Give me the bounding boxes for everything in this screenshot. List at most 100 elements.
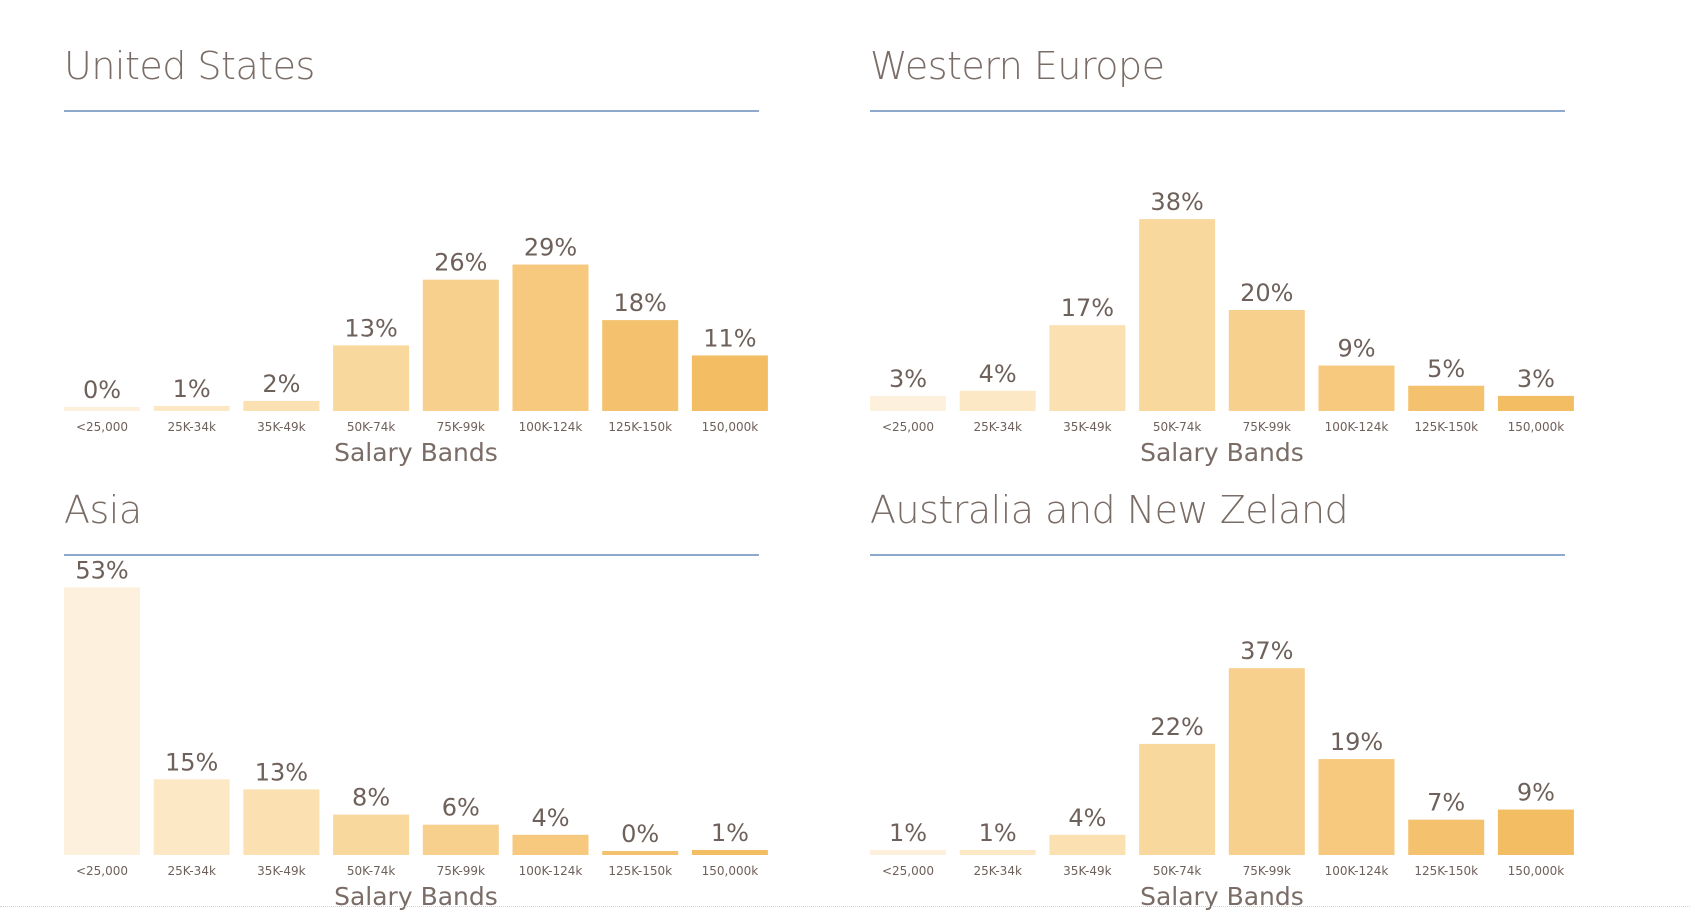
data-label: 3%: [889, 365, 927, 393]
bar-chart: 0% <25,000 1% 25K-34k 2% 35K-49k 13% 50K-74k 26%…: [64, 234, 768, 467]
bar: [1318, 759, 1395, 855]
data-label: 0%: [621, 820, 659, 848]
x-tick-label: 50K-74k: [1153, 420, 1201, 434]
chart-panel-united-states: United States 0% <25,000 1% 25K-34k 2% 35K-49…: [64, 0, 784, 467]
data-label: 1%: [711, 819, 749, 847]
x-tick-label: <25,000: [882, 420, 934, 434]
data-label: 22%: [1150, 713, 1203, 741]
x-axis-title: Salary Bands: [334, 438, 498, 467]
bar: [1049, 325, 1126, 411]
data-label: 17%: [1061, 294, 1114, 322]
x-tick-label: 100K-124k: [519, 420, 583, 434]
data-label: 8%: [352, 784, 390, 812]
bar: [1497, 395, 1574, 411]
x-tick-label: 100K-124k: [1325, 864, 1389, 878]
bar: [602, 320, 679, 411]
bar: [870, 849, 946, 855]
data-label: 1%: [889, 819, 927, 847]
bar: [422, 824, 499, 855]
data-label: 0%: [83, 376, 121, 404]
x-tick-label: 125K-150k: [1414, 420, 1478, 434]
bar: [691, 849, 768, 855]
x-tick-label: 75K-99k: [1243, 420, 1291, 434]
x-tick-label: 150,000k: [1508, 864, 1565, 878]
data-label: 38%: [1150, 188, 1203, 216]
data-label: 3%: [1517, 365, 1555, 393]
data-label: 1%: [173, 375, 211, 403]
x-tick-label: 35K-49k: [1063, 864, 1111, 878]
bar-chart: 53% <25,000 15% 25K-34k 13% 35K-49k 8% 50K-74k 6…: [64, 556, 768, 911]
bar: [1228, 310, 1305, 411]
bar: [1408, 385, 1485, 411]
data-label: 20%: [1240, 279, 1293, 307]
x-tick-label: 125K-150k: [1414, 864, 1478, 878]
chart-panel-western-europe: Western Europe 3% <25,000 4% 25K-34k 17% 35K-…: [870, 0, 1590, 467]
bar: [243, 400, 320, 411]
data-label: 4%: [979, 360, 1017, 388]
data-label: 19%: [1330, 728, 1383, 756]
bar: [333, 814, 410, 855]
data-label: 53%: [75, 556, 128, 584]
bar: [691, 355, 768, 411]
x-tick-label: <25,000: [76, 864, 128, 878]
x-tick-label: 35K-49k: [257, 864, 305, 878]
x-tick-label: 150,000k: [1508, 420, 1565, 434]
title-underline: [64, 110, 759, 112]
x-tick-label: 75K-99k: [437, 864, 485, 878]
x-tick-label: 75K-99k: [437, 420, 485, 434]
bar-chart: 1% <25,000 1% 25K-34k 4% 35K-49k 22% 50K-74k 37%…: [870, 637, 1574, 911]
x-tick-label: 150,000k: [702, 420, 759, 434]
bar: [512, 264, 589, 411]
data-label: 4%: [531, 804, 569, 832]
title-underline: [64, 554, 759, 556]
bar: [870, 395, 946, 411]
bar: [422, 279, 499, 411]
x-tick-label: 25K-34k: [167, 864, 215, 878]
data-label: 6%: [442, 794, 480, 822]
bar: [243, 789, 320, 855]
chart-panel-australia-new-zeland: Australia and New Zeland 1% <25,000 1% 25K-…: [870, 444, 1590, 911]
x-tick-label: <25,000: [76, 420, 128, 434]
x-tick-label: 50K-74k: [1153, 864, 1201, 878]
x-axis-title: Salary Bands: [1140, 438, 1304, 467]
data-label: 9%: [1337, 335, 1375, 363]
data-label: 9%: [1517, 779, 1555, 807]
bar: [1228, 668, 1305, 855]
bar: [1497, 809, 1574, 855]
x-tick-label: 25K-34k: [973, 420, 1021, 434]
data-label: 5%: [1427, 355, 1465, 383]
bar: [1139, 743, 1216, 855]
chart-title: Asia: [64, 488, 142, 532]
x-tick-label: 75K-99k: [1243, 864, 1291, 878]
bar: [153, 405, 230, 411]
x-tick-label: 125K-150k: [608, 864, 672, 878]
x-tick-label: 50K-74k: [347, 864, 395, 878]
title-underline: [870, 554, 1565, 556]
chart-title: United States: [64, 44, 315, 88]
data-label: 11%: [703, 324, 756, 352]
footer-divider: [0, 906, 1690, 907]
data-label: 13%: [344, 314, 397, 342]
bar: [959, 390, 1036, 411]
x-tick-label: 100K-124k: [1325, 420, 1389, 434]
bar: [1318, 365, 1395, 411]
x-tick-label: 35K-49k: [1063, 420, 1111, 434]
x-tick-label: 50K-74k: [347, 420, 395, 434]
data-label: 29%: [524, 234, 577, 262]
x-tick-label: 125K-150k: [608, 420, 672, 434]
x-tick-label: 100K-124k: [519, 864, 583, 878]
bar: [64, 407, 140, 411]
chart-panel-asia: Asia 53% <25,000 15% 25K-34k 13% 35K-49k 8% 50K…: [64, 444, 784, 911]
bar: [1049, 834, 1126, 855]
bar: [602, 851, 679, 855]
chart-title: Australia and New Zeland: [870, 488, 1349, 532]
bar: [153, 779, 230, 855]
bar-chart: 3% <25,000 4% 25K-34k 17% 35K-49k 38% 50K-74k 20…: [870, 188, 1574, 467]
data-label: 26%: [434, 249, 487, 277]
data-label: 37%: [1240, 637, 1293, 665]
data-label: 18%: [614, 289, 667, 317]
data-label: 13%: [255, 758, 308, 786]
chart-title: Western Europe: [870, 44, 1165, 88]
x-tick-label: 25K-34k: [973, 864, 1021, 878]
data-label: 15%: [165, 748, 218, 776]
